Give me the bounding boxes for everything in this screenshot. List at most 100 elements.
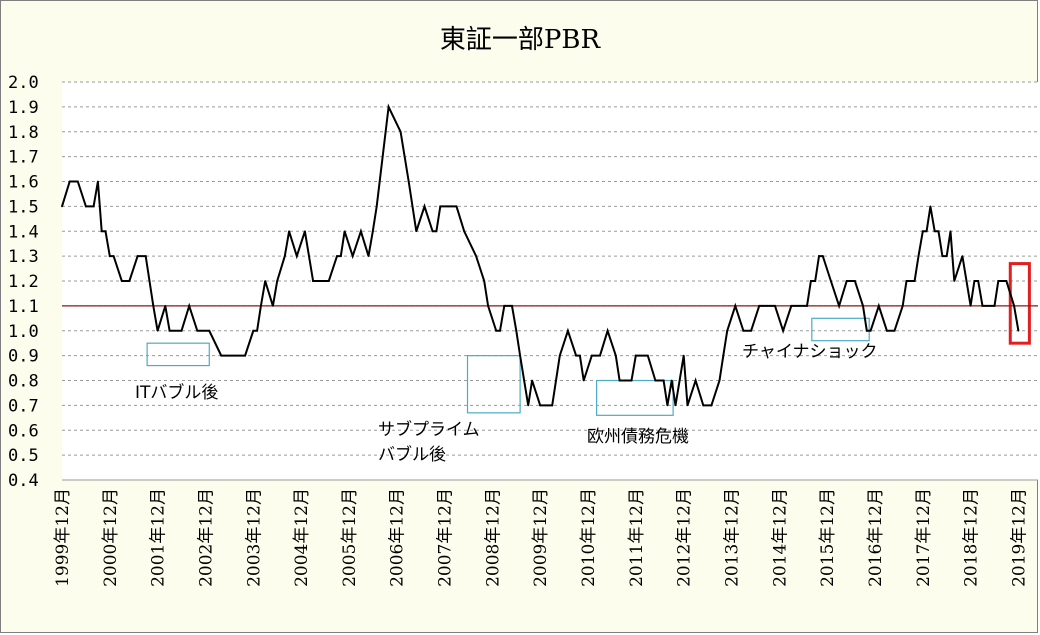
annotation-box xyxy=(596,379,674,416)
data-point xyxy=(814,280,817,282)
data-point xyxy=(423,205,426,208)
data-point xyxy=(726,329,729,332)
y-axis-tick-labels: 2.0 1.9 1.8 1.7 1.6 1.5 1.4 1.3 1.2 1.1 1.0 0.9 0.8 0… xyxy=(8,73,39,491)
data-point xyxy=(750,329,752,332)
data-point xyxy=(304,230,306,233)
data-point xyxy=(969,304,972,307)
data-point xyxy=(798,304,800,307)
y-tick-label: 1.8 xyxy=(8,123,39,143)
data-point xyxy=(614,354,617,357)
x-tick-label: 2004年12月 xyxy=(292,488,312,587)
data-point xyxy=(172,329,175,332)
data-point xyxy=(144,255,147,258)
data-point xyxy=(734,304,737,307)
data-point xyxy=(694,379,697,382)
x-tick-label: 2002年12月 xyxy=(196,488,216,587)
data-point xyxy=(622,379,625,382)
y-tick-label: 1.1 xyxy=(8,297,39,317)
data-point xyxy=(638,354,641,357)
data-point xyxy=(862,304,864,307)
data-point xyxy=(686,404,689,407)
data-point xyxy=(977,280,980,282)
x-tick-label: 2018年12月 xyxy=(962,488,982,587)
data-point xyxy=(319,280,322,282)
y-tick-label: 1.7 xyxy=(8,148,39,168)
data-point xyxy=(710,404,713,407)
data-point xyxy=(208,329,211,332)
data-point xyxy=(164,304,167,307)
data-point xyxy=(339,255,342,258)
data-point xyxy=(288,230,291,233)
x-tick-label: 2011年12月 xyxy=(627,488,647,587)
data-point xyxy=(136,255,139,258)
data-point xyxy=(961,255,964,258)
data-point xyxy=(264,280,267,282)
data-point xyxy=(782,329,785,332)
data-point xyxy=(558,354,561,357)
data-point xyxy=(682,354,685,357)
data-point xyxy=(168,329,171,332)
data-point xyxy=(220,354,223,357)
data-point xyxy=(499,329,501,332)
data-point xyxy=(909,280,912,282)
data-point xyxy=(758,304,761,307)
y-tick-label: 1.3 xyxy=(8,247,39,267)
data-point xyxy=(830,280,832,282)
data-point xyxy=(634,354,637,357)
data-point xyxy=(973,280,976,282)
data-point xyxy=(845,280,848,282)
data-point xyxy=(96,180,99,183)
data-point xyxy=(431,230,434,233)
data-point xyxy=(455,205,458,208)
data-point xyxy=(933,230,936,233)
x-tick-label: 2017年12月 xyxy=(914,488,934,587)
data-point xyxy=(276,280,279,282)
data-point xyxy=(375,205,378,208)
data-point xyxy=(893,329,896,332)
data-point xyxy=(818,255,820,258)
data-point xyxy=(901,304,904,307)
annotation-label-line: 欧州債務危機 xyxy=(587,427,689,447)
series-points xyxy=(61,105,1020,407)
annotation-label: 欧州債務危機 xyxy=(587,427,689,447)
data-point xyxy=(1013,304,1015,307)
data-point xyxy=(487,304,489,307)
data-point xyxy=(606,329,609,332)
data-point xyxy=(949,230,952,233)
data-point xyxy=(865,329,868,332)
data-point xyxy=(343,230,346,233)
highlight-box-latest xyxy=(1008,262,1031,345)
data-point xyxy=(387,105,390,108)
x-tick-label: 2006年12月 xyxy=(388,488,408,587)
chart-title: 東証一部PBR xyxy=(440,25,602,55)
data-point xyxy=(511,304,513,307)
x-tick-label: 2010年12月 xyxy=(579,488,599,587)
data-point xyxy=(578,354,581,357)
data-point xyxy=(483,280,486,282)
data-point xyxy=(790,304,793,307)
data-point xyxy=(766,304,769,307)
data-point xyxy=(283,255,286,258)
data-point xyxy=(260,304,262,307)
data-point xyxy=(666,404,669,407)
data-point xyxy=(244,354,247,357)
data-point xyxy=(196,329,199,332)
data-point xyxy=(742,329,745,332)
data-point xyxy=(838,304,840,307)
data-point xyxy=(475,255,478,258)
data-point xyxy=(599,354,601,357)
data-point xyxy=(646,354,649,357)
data-point xyxy=(774,304,776,307)
data-point xyxy=(256,329,259,332)
data-point xyxy=(626,379,629,382)
x-tick-label: 2005年12月 xyxy=(340,488,360,587)
annotation-label-line: サブプライム xyxy=(378,419,480,440)
data-point xyxy=(112,255,115,258)
x-tick-label: 2001年12月 xyxy=(149,488,169,587)
data-point xyxy=(993,304,996,307)
x-tick-label: 2016年12月 xyxy=(866,488,886,587)
data-point xyxy=(128,280,131,282)
annotation-label: ITバブル後 xyxy=(135,382,218,403)
data-point xyxy=(770,304,773,307)
